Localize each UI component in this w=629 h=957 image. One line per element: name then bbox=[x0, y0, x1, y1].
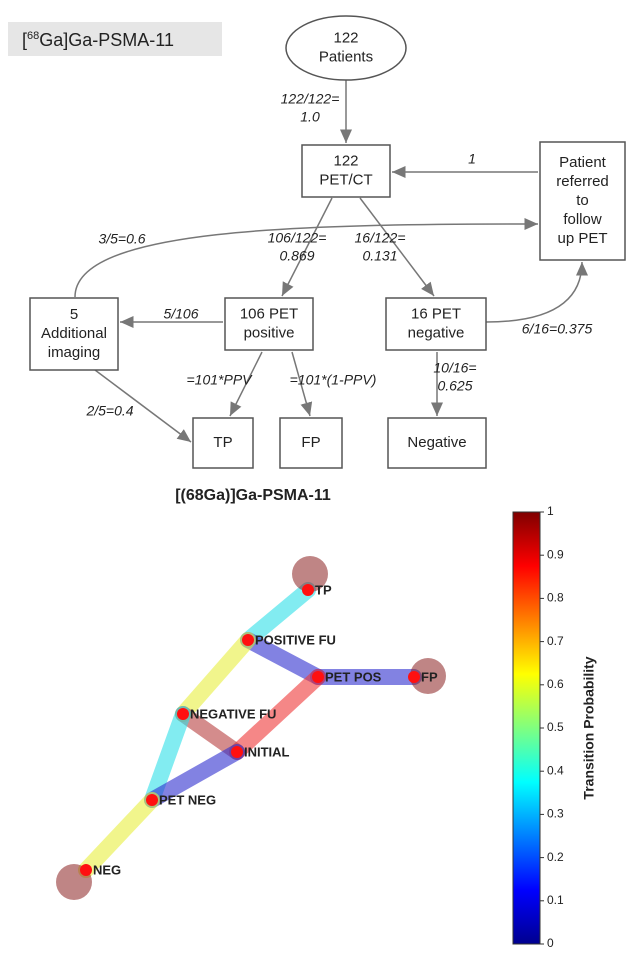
node-label: 16 PET negative bbox=[408, 305, 465, 341]
edge-label-line: 1.0 bbox=[300, 109, 320, 125]
edge-label-line: 122/122= bbox=[281, 91, 340, 107]
colorbar-tick-label: 1 bbox=[547, 504, 554, 518]
colorbar-tick-label: 0.6 bbox=[547, 677, 564, 691]
node-label: Patient referred to follow up PET bbox=[556, 154, 609, 247]
edge-label: 2/5=0.4 bbox=[85, 403, 133, 419]
graph-node-label: NEG bbox=[93, 862, 121, 877]
edge-label-line: 10/16= bbox=[433, 360, 476, 376]
edge-label: 5/106 bbox=[163, 306, 198, 322]
edge-label-line: 16/122= bbox=[355, 230, 406, 246]
graph-node bbox=[408, 671, 420, 683]
node-shape bbox=[301, 144, 391, 198]
edge-label-line: 2/5=0.4 bbox=[85, 403, 133, 419]
colorbar-tick-label: 0.7 bbox=[547, 634, 564, 648]
edge-label: 1 bbox=[468, 151, 476, 167]
colorbar-tick-label: 0.8 bbox=[547, 591, 564, 605]
edge-label: 122/122= 1.0 bbox=[281, 91, 340, 125]
node-label-line: Negative bbox=[407, 434, 466, 451]
node-label-line: Patients bbox=[319, 48, 373, 65]
node-shape bbox=[539, 141, 626, 261]
node-label-line: 16 PET bbox=[411, 305, 461, 322]
edge-label: 16/122= 0.131 bbox=[355, 230, 406, 264]
edge-label: 106/122= 0.869 bbox=[268, 230, 327, 264]
node-label: FP bbox=[301, 434, 320, 451]
node-label: 5 Additional imaging bbox=[41, 306, 107, 361]
graph-node bbox=[231, 746, 243, 758]
node-label-line: referred bbox=[556, 173, 609, 190]
tag-bg bbox=[8, 22, 222, 56]
graph-node bbox=[302, 584, 314, 596]
node-label-line: 5 bbox=[70, 306, 78, 323]
node-shape bbox=[224, 297, 314, 351]
graph-node bbox=[242, 634, 254, 646]
colorbar-tick-label: 0 bbox=[547, 936, 554, 950]
node-shape bbox=[387, 417, 487, 469]
node-label: TP bbox=[213, 434, 232, 451]
colorbar-tick-label: 0.9 bbox=[547, 547, 564, 561]
node-shape bbox=[285, 15, 407, 81]
node-label-line: imaging bbox=[48, 344, 101, 361]
node-label-line: 106 PET bbox=[240, 305, 298, 322]
edge-label-line: 0.869 bbox=[279, 248, 314, 264]
node-shape bbox=[279, 417, 343, 469]
graph-node bbox=[177, 708, 189, 720]
edge-label-line: 6/16=0.375 bbox=[522, 321, 593, 337]
graph-node bbox=[312, 671, 324, 683]
graph-node-label: PET POS bbox=[325, 669, 382, 684]
colorbar-tick-label: 0.4 bbox=[547, 763, 564, 777]
node-label: 106 PET positive bbox=[240, 305, 298, 341]
graph-edges bbox=[56, 556, 446, 900]
edge-label-line: =101*(1-PPV) bbox=[290, 372, 377, 388]
graph-node-label: PET NEG bbox=[159, 792, 216, 807]
edge-label-line: 5/106 bbox=[163, 306, 198, 322]
node-label-line: up PET bbox=[557, 230, 607, 247]
edge-label-line: =101*PPV bbox=[187, 372, 254, 388]
graph-node-label: FP bbox=[421, 669, 438, 684]
graph-node-label: TP bbox=[315, 582, 332, 597]
node-label-line: to bbox=[576, 192, 589, 209]
node-label-line: follow bbox=[563, 211, 602, 228]
colorbar-label: Transition Probability bbox=[581, 656, 597, 799]
node-shape bbox=[29, 297, 119, 371]
edge-label-line: 1 bbox=[468, 151, 476, 167]
edge-label: 6/16=0.375 bbox=[522, 321, 593, 337]
node-label-line: Additional bbox=[41, 325, 107, 342]
node-label-line: TP bbox=[213, 434, 232, 451]
colorbar bbox=[512, 511, 541, 945]
edge-label-line: 3/5=0.6 bbox=[98, 231, 145, 247]
graph-title: [(68Ga)]Ga-PSMA-11 bbox=[175, 487, 331, 504]
edge-label: =101*(1-PPV) bbox=[290, 372, 377, 388]
tag: [68Ga]Ga-PSMA-11 bbox=[22, 30, 174, 50]
node-label-line: 122 bbox=[333, 152, 358, 169]
node-label-line: positive bbox=[244, 324, 295, 341]
node-shape bbox=[192, 417, 254, 469]
graph-node-label: NEGATIVE FU bbox=[190, 706, 276, 721]
edge-label-line: 0.625 bbox=[437, 378, 472, 394]
node-label: 122 PET/CT bbox=[319, 152, 372, 188]
node-shape bbox=[385, 297, 487, 351]
node-label-line: negative bbox=[408, 324, 465, 341]
edge-label: =101*PPV bbox=[187, 372, 254, 388]
edge-label: 3/5=0.6 bbox=[98, 231, 145, 247]
colorbar-tick-label: 0.5 bbox=[547, 720, 564, 734]
node-label: Negative bbox=[407, 434, 466, 451]
edge-label-line: 0.131 bbox=[362, 248, 397, 264]
colorbar-tick-label: 0.2 bbox=[547, 850, 564, 864]
arrows bbox=[74, 80, 588, 443]
graph-node bbox=[80, 864, 92, 876]
colorbar-tick-label: 0.1 bbox=[547, 893, 564, 907]
node-label-line: FP bbox=[301, 434, 320, 451]
edge-label: 10/16= 0.625 bbox=[433, 360, 476, 394]
graph-node bbox=[146, 794, 158, 806]
node-label-line: PET/CT bbox=[319, 171, 372, 188]
graph-node-label: INITIAL bbox=[244, 744, 290, 759]
node-label-line: 122 bbox=[333, 29, 358, 46]
colorbar-tick-label: 0.3 bbox=[547, 807, 564, 821]
edge-label-line: 106/122= bbox=[268, 230, 327, 246]
node-label: 122 Patients bbox=[319, 29, 373, 65]
node-label-line: Patient bbox=[559, 154, 607, 171]
graph-node-label: POSITIVE FU bbox=[255, 632, 336, 647]
